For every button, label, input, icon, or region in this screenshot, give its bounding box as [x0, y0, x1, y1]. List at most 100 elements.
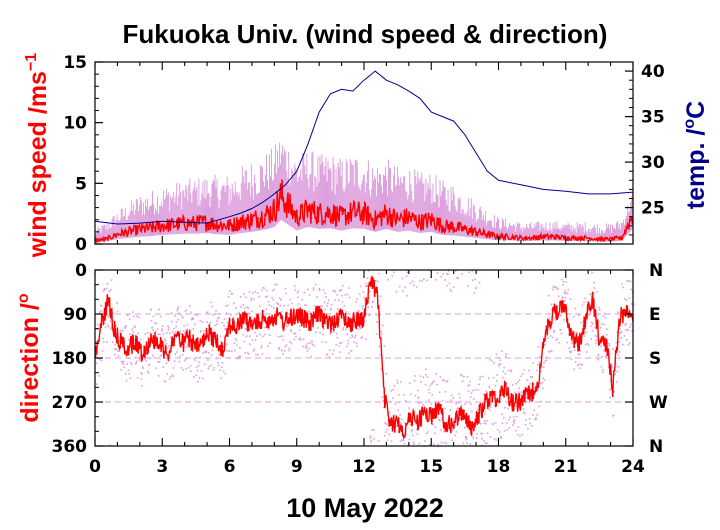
direction-dot — [513, 416, 515, 418]
direction-dot — [545, 335, 547, 337]
direction-dot — [278, 347, 280, 349]
direction-dot — [535, 417, 538, 420]
direction-dot — [360, 337, 363, 339]
direction-dot — [452, 397, 455, 399]
direction-dot — [429, 384, 432, 387]
direction-dot — [565, 281, 568, 283]
direction-dot — [136, 315, 138, 318]
direction-dot — [531, 425, 533, 427]
direction-dot — [469, 396, 472, 398]
direction-dot — [152, 315, 155, 318]
direction-dot — [103, 288, 106, 290]
direction-dot — [400, 418, 403, 421]
direction-dot — [234, 349, 236, 352]
direction-dot — [283, 304, 286, 307]
direction-dot — [216, 320, 218, 322]
direction-dot — [207, 352, 210, 354]
direction-dot — [346, 293, 349, 296]
direction-dot — [430, 403, 433, 405]
direction-dot — [548, 317, 551, 320]
direction-dot — [496, 374, 499, 376]
direction-dot — [424, 383, 427, 386]
direction-dot — [264, 295, 267, 298]
direction-dot — [423, 405, 426, 408]
direction-dot — [262, 286, 265, 289]
direction-dot — [199, 319, 202, 322]
direction-dot — [412, 434, 414, 437]
direction-dot — [594, 334, 597, 337]
direction-dot — [609, 396, 612, 399]
direction-dot — [577, 353, 580, 356]
direction-dot — [449, 409, 452, 411]
direction-dot — [564, 290, 566, 292]
direction-dot — [160, 354, 162, 357]
direction-dot — [161, 328, 164, 331]
direction-dot — [348, 296, 351, 299]
direction-dot — [268, 304, 271, 306]
direction-dot — [272, 307, 275, 309]
direction-dot — [597, 358, 599, 361]
direction-dot — [236, 344, 238, 347]
direction-dot — [504, 355, 507, 358]
direction-dot — [460, 404, 463, 407]
direction-dot — [306, 350, 309, 352]
direction-dot — [626, 339, 628, 341]
direction-dot — [540, 400, 543, 403]
direction-dot — [457, 277, 459, 280]
direction-dot — [480, 444, 483, 447]
direction-dot — [184, 310, 187, 313]
direction-dot — [290, 342, 293, 345]
direction-dot — [141, 366, 144, 368]
direction-dot — [431, 393, 434, 396]
direction-dot — [583, 335, 586, 337]
direction-dot — [328, 356, 331, 359]
direction-dot — [140, 372, 142, 374]
direction-dot — [366, 284, 369, 287]
direction-dot — [123, 366, 125, 369]
direction-dot — [433, 432, 436, 435]
direction-dot — [594, 342, 597, 344]
direction-dot — [318, 287, 321, 290]
direction-dot — [325, 353, 328, 356]
direction-dot — [605, 333, 608, 336]
direction-dot — [477, 388, 480, 391]
direction-dot — [363, 320, 366, 323]
direction-dot — [439, 376, 442, 378]
direction-dot — [439, 420, 441, 422]
direction-dot — [309, 342, 311, 344]
direction-dot — [630, 288, 633, 291]
direction-dot — [460, 374, 463, 377]
direction-dot — [110, 328, 112, 330]
direction-dot — [599, 337, 601, 340]
direction-dot — [626, 280, 629, 282]
direction-dot — [365, 282, 368, 285]
direction-dot — [488, 386, 491, 388]
direction-dot — [184, 332, 186, 334]
direction-dot — [111, 341, 114, 343]
direction-dot — [624, 329, 627, 331]
direction-dot — [413, 379, 416, 382]
direction-dot — [181, 316, 183, 319]
direction-dot — [350, 350, 353, 352]
direction-dot — [474, 278, 476, 281]
direction-panel: 0 N 90 E 180 S 270 W 360 N 0 3 6 9 12 15 18 21 24 — [52, 261, 669, 477]
direction-dot — [456, 276, 458, 279]
direction-dot — [269, 316, 272, 318]
direction-dot — [517, 426, 520, 428]
direction-dot — [285, 344, 288, 347]
direction-dot — [386, 439, 389, 442]
direction-dot — [243, 307, 246, 309]
direction-dot — [132, 311, 134, 313]
direction-dot — [596, 335, 599, 338]
direction-dot — [563, 292, 566, 294]
direction-dot — [462, 375, 465, 378]
direction-dot — [262, 335, 264, 338]
direction-dot — [126, 314, 129, 316]
direction-dot — [398, 393, 400, 396]
direction-dot — [556, 338, 559, 340]
direction-dot — [532, 383, 535, 386]
direction-dot — [251, 310, 253, 313]
y-axis-label-direction: direction /o — [15, 293, 44, 422]
direction-dot — [130, 362, 132, 364]
direction-dot — [204, 351, 206, 353]
